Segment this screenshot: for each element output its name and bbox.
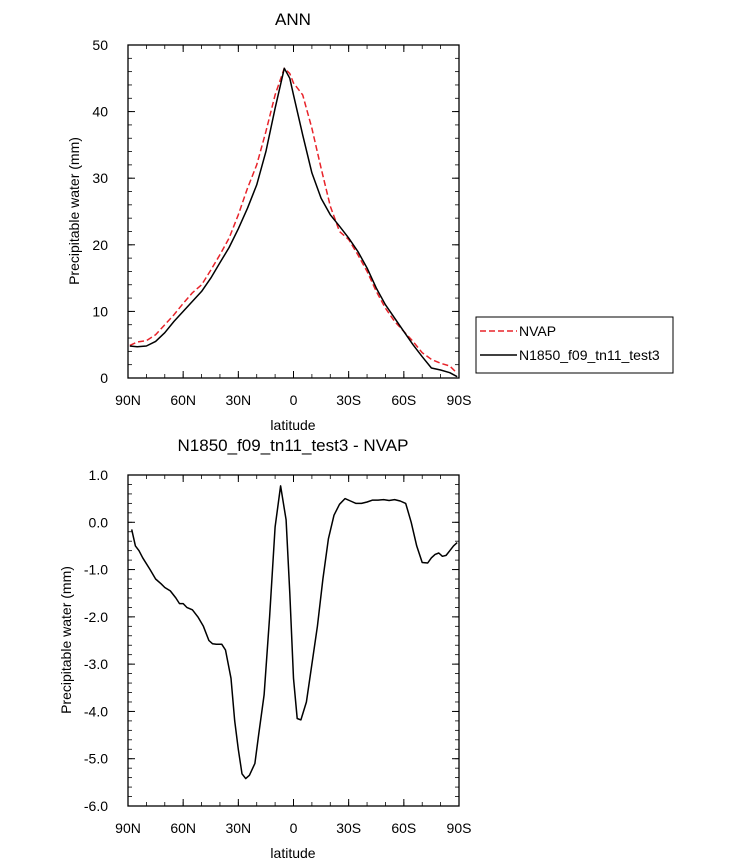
x-tick-label: 0 bbox=[290, 820, 298, 836]
legend-box bbox=[475, 316, 674, 374]
x-tick-label: 60S bbox=[391, 392, 416, 408]
y-tick-label: -4.0 bbox=[84, 703, 108, 719]
y-tick-label: -1.0 bbox=[84, 562, 108, 578]
x-tick-label: 90S bbox=[447, 392, 472, 408]
chart-title: N1850_f09_tn11_test3 - NVAP bbox=[178, 436, 409, 455]
x-tick-label: 60S bbox=[391, 820, 416, 836]
y-axis-label: Precipitable water (mm) bbox=[66, 137, 82, 285]
x-tick-label: 90N bbox=[115, 820, 141, 836]
y-tick-label: -5.0 bbox=[84, 751, 108, 767]
x-tick-label: 30S bbox=[336, 820, 361, 836]
x-tick-labels: 90N 60N 30N 0 30S 60S 90S bbox=[115, 392, 471, 408]
x-tick-label: 60N bbox=[170, 820, 196, 836]
x-tick-label: 90N bbox=[115, 392, 141, 408]
y-tick-labels: 1.0 0.0 -1.0 -2.0 -3.0 -4.0 -5.0 -6.0 bbox=[84, 467, 108, 814]
y-tick-label: -6.0 bbox=[84, 798, 108, 814]
legend: NVAP N1850_f09_tn11_test3 bbox=[475, 316, 674, 374]
x-tick-label: 90S bbox=[447, 820, 472, 836]
tick-marks bbox=[127, 44, 460, 379]
legend-label-model: N1850_f09_tn11_test3 bbox=[519, 347, 660, 363]
y-tick-label: 0.0 bbox=[89, 514, 109, 530]
x-tick-label: 60N bbox=[170, 392, 196, 408]
tick-marks bbox=[127, 474, 460, 807]
legend-label-nvap: NVAP bbox=[519, 323, 556, 339]
y-tick-label: 50 bbox=[92, 37, 108, 53]
x-tick-label: 0 bbox=[290, 392, 298, 408]
x-tick-label: 30N bbox=[225, 820, 251, 836]
y-tick-label: 0 bbox=[100, 370, 108, 386]
x-tick-label: 30S bbox=[336, 392, 361, 408]
y-tick-label: -2.0 bbox=[84, 609, 108, 625]
x-axis-label: latitude bbox=[270, 845, 315, 861]
x-tick-label: 30N bbox=[225, 392, 251, 408]
series-line-n1850-f09-tn11-test3-nvap bbox=[130, 485, 458, 780]
chart-title: ANN bbox=[275, 10, 311, 29]
series-line-n1850-f09-tn11-test3 bbox=[129, 67, 458, 378]
x-axis-label: latitude bbox=[270, 417, 315, 433]
y-tick-label: 10 bbox=[92, 303, 108, 319]
plot-frame bbox=[127, 474, 460, 807]
y-tick-label: 1.0 bbox=[89, 467, 109, 483]
x-tick-labels: 90N 60N 30N 0 30S 60S 90S bbox=[115, 820, 471, 836]
panel-annual-mean: ANN 0 10 20 30 40 50 90N 60N 30N 0 30S 60S 90S lati… bbox=[66, 10, 674, 433]
y-tick-label: 40 bbox=[92, 104, 108, 120]
y-tick-label: 20 bbox=[92, 237, 108, 253]
y-axis-label: Precipitable water (mm) bbox=[58, 566, 74, 714]
y-tick-labels: 0 10 20 30 40 50 bbox=[92, 37, 108, 386]
series-line-nvap bbox=[129, 67, 458, 374]
panel-difference: N1850_f09_tn11_test3 - NVAP 1.0 0.0 -1.0 -2… bbox=[58, 436, 471, 861]
series-lines bbox=[130, 485, 458, 780]
y-tick-label: -3.0 bbox=[84, 656, 108, 672]
series-lines bbox=[129, 67, 458, 378]
y-tick-label: 30 bbox=[92, 170, 108, 186]
